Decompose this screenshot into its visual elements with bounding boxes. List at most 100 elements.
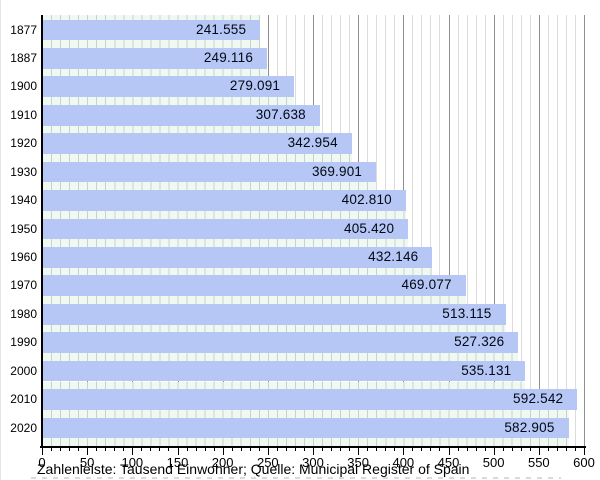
x-axis-tick-label: 50 [79,455,95,470]
x-axis-tick-label: 250 [256,455,279,470]
population-bar: 592.542 [42,389,578,410]
population-bar: 342.954 [42,133,352,155]
x-axis-minor-tick [475,447,477,451]
y-axis-year-label: 1887 [10,50,37,65]
grid-minor-line [529,15,531,446]
bar-value-label: 405.420 [344,220,395,236]
y-axis-year-label: 2010 [10,392,37,407]
x-axis-minor-tick [529,447,531,451]
x-axis-minor-tick [547,447,549,451]
grid-gap-strip [42,40,261,48]
grid-major-line [493,15,495,446]
x-axis-minor-tick [439,447,441,451]
grid-minor-line [556,15,558,446]
x-axis-minor-tick [294,447,296,451]
x-axis-tick-label: 600 [573,455,595,470]
x-axis-minor-tick [556,447,558,451]
y-axis-year-label: 2000 [10,363,37,378]
bar-value-label: 249.116 [203,49,254,65]
plot-area: 241.555 249.116 279.091 307.638 342.954 369.9… [41,15,585,446]
bar-value-label: 241.555 [196,21,247,37]
x-axis-tick-label: 400 [392,455,415,470]
y-axis-year-label: 1940 [10,193,37,208]
x-axis-minor-tick [249,447,251,451]
x-axis-major-tick [584,447,585,455]
grid-minor-line [439,15,441,446]
x-axis-minor-tick [69,447,71,451]
population-bar: 432.146 [42,246,433,268]
x-axis-tick-label: 550 [527,455,550,470]
y-axis-year-label: 1990 [10,335,37,350]
population-bar: 279.091 [42,76,295,98]
x-axis-minor-tick [213,447,215,451]
x-axis-minor-tick [502,447,504,451]
x-axis-tick-label: 0 [38,455,46,470]
grid-gap-strip [42,182,377,191]
population-bar: 307.638 [42,104,320,126]
grid-gap-strip [42,239,409,247]
x-axis-major-tick [132,447,134,455]
y-axis-line [41,15,43,446]
x-axis-minor-tick [78,447,80,451]
bar-value-label: 535.131 [461,362,512,378]
x-axis: 0 50 100 150 200 250 300 350 400 450 500 550 600 [38,446,595,472]
population-bar: 402.810 [42,190,406,211]
population-bar: 582.905 [42,417,569,439]
y-axis-year-label: 1900 [10,79,37,94]
population-bar: 513.115 [42,303,506,325]
grid-gap-strip [42,353,519,361]
grid-major-line [448,15,450,446]
x-axis-major-tick [267,447,269,455]
grid-minor-line [484,15,486,446]
x-axis-minor-tick [285,447,287,451]
grid-minor-line [547,15,549,446]
x-axis-major-tick [493,447,495,455]
population-bar: 241.555 [42,19,261,41]
x-axis-minor-tick [376,447,378,451]
x-axis-minor-tick [105,447,107,451]
grid-gap-strip [42,296,466,304]
x-axis-minor-tick [276,447,278,451]
grid-major-line [584,15,585,446]
grid-minor-line [565,15,567,446]
bar-value-label: 279.091 [229,78,281,94]
y-axis-year-label: 2020 [10,420,37,435]
grid-minor-line [421,15,423,446]
grid-gap-strip [42,210,406,219]
grid-minor-line [475,15,477,446]
grid-gap-strip [42,324,506,333]
grid-minor-line [466,15,468,446]
x-axis-tick-label: 150 [166,455,189,470]
population-bar: 469.077 [42,275,466,297]
bar-value-label: 527.326 [454,334,505,350]
x-axis-minor-tick [412,447,414,451]
y-axis-year-label: 1970 [10,278,37,293]
grid-minor-line [430,15,432,446]
population-bar: 369.901 [42,161,377,183]
grid-major-line [538,15,540,446]
y-axis-year-label: 1980 [10,306,37,321]
x-axis-minor-tick [123,447,125,451]
grid-gap-strip [42,154,352,162]
x-axis-minor-tick [367,447,369,451]
y-axis-year-label: 1930 [10,164,37,179]
x-axis-major-tick [222,447,224,455]
x-axis-minor-tick [466,447,468,451]
x-axis-minor-tick [141,447,143,451]
bar-value-label: 582.905 [504,419,555,435]
bar-value-label: 513.115 [442,305,492,321]
bottom-border-pattern [31,477,561,479]
y-axis-year-label: 1950 [10,221,37,236]
bar-value-label: 469.077 [401,277,452,293]
x-axis-major-tick [313,447,314,455]
grid-gap-strip [42,97,295,105]
x-axis-tick-label: 100 [121,455,144,470]
x-axis-major-tick [448,447,450,455]
x-axis-major-tick [403,447,405,455]
x-axis-major-tick [538,447,540,455]
x-axis-minor-tick [430,447,432,451]
grid-gap-strip [42,409,569,418]
grid-minor-line [412,15,414,446]
x-axis-minor-tick [60,447,62,451]
x-axis-minor-tick [340,447,342,451]
